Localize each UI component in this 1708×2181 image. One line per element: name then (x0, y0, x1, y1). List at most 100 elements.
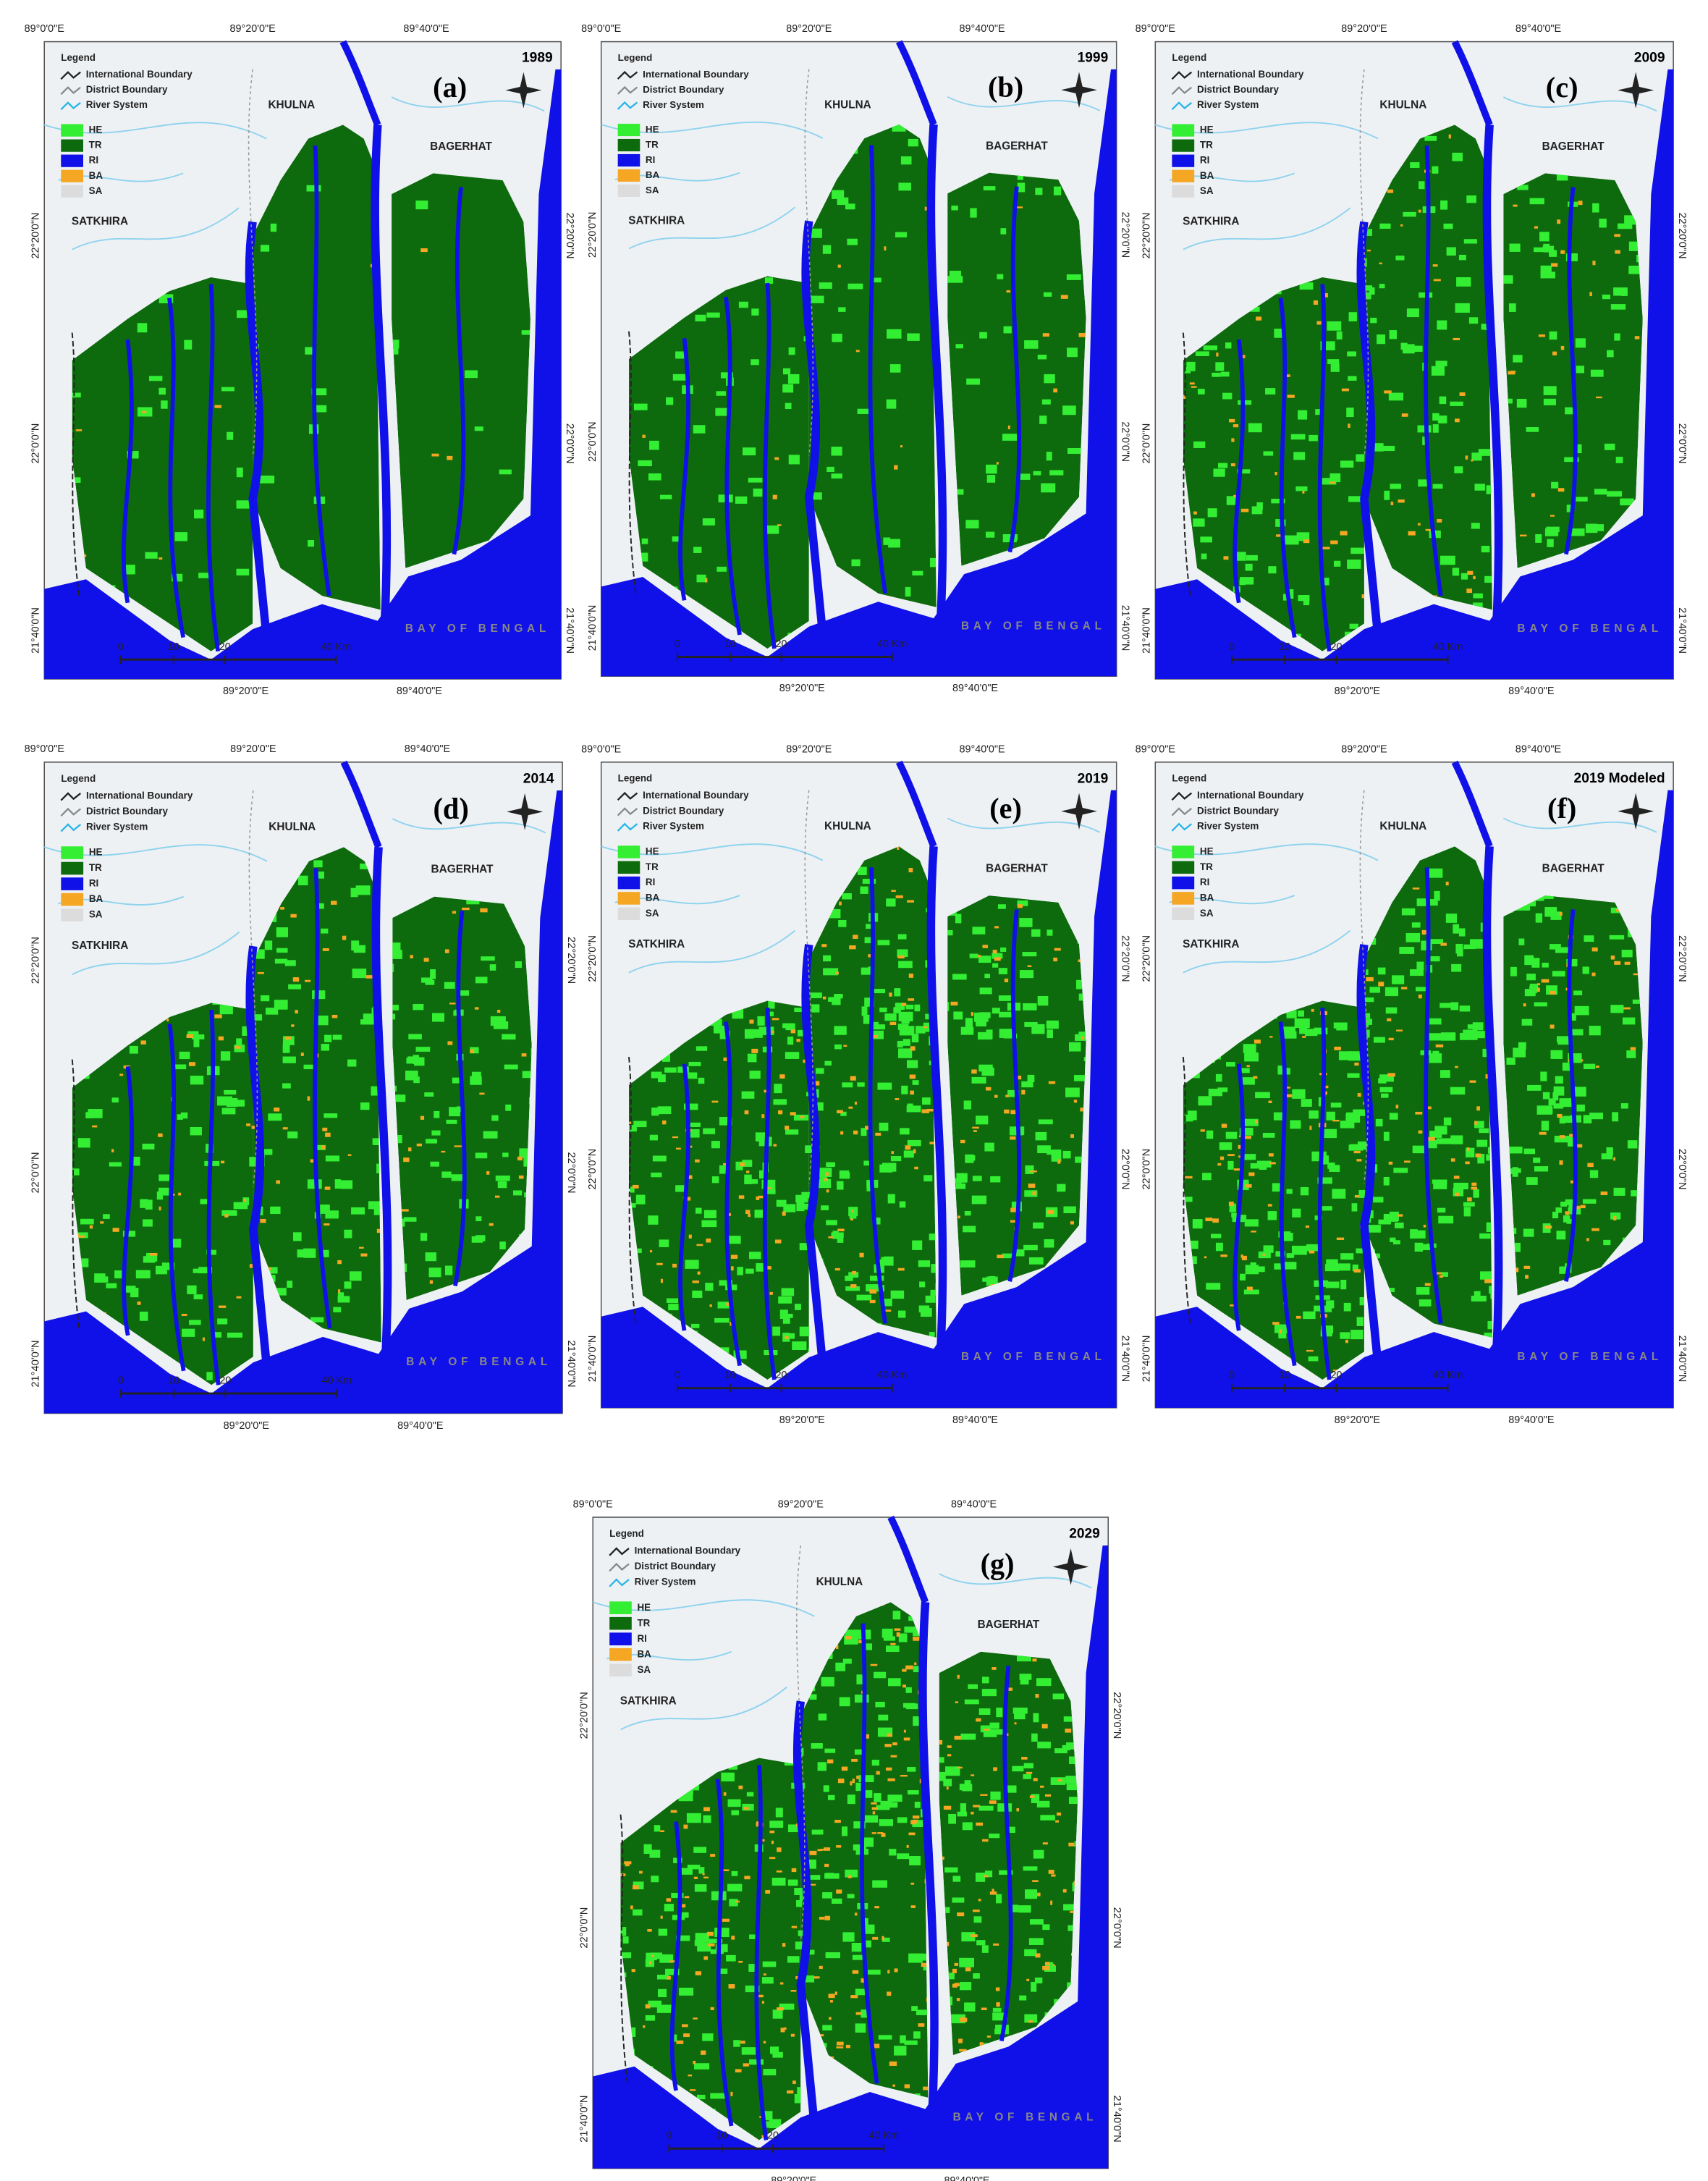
place-name: KHULNA (1379, 820, 1426, 832)
legend-line-icon (617, 85, 638, 95)
bare-patch (1240, 508, 1249, 512)
bare-patch (1015, 206, 1023, 208)
bare-patch (771, 1031, 774, 1034)
herb-patch (1429, 1018, 1442, 1025)
herb-patch (957, 1811, 968, 1817)
herb-patch (908, 1616, 916, 1621)
herb-patch (1183, 1197, 1193, 1202)
herb-patch (1361, 997, 1374, 1003)
legend-class-label: SA (89, 185, 103, 196)
scale-label: 20 (776, 1370, 787, 1381)
bare-patch (322, 1127, 328, 1131)
herb-patch (1413, 345, 1423, 352)
herb-patch (220, 1051, 231, 1061)
legend-line-label: District Boundary (1197, 84, 1279, 95)
herb-patch (1566, 505, 1573, 512)
district-boundary (804, 69, 814, 456)
herb-patch (981, 1945, 989, 1953)
bare-patch (290, 914, 297, 918)
herb-patch (193, 1268, 208, 1273)
herb-patch (832, 1231, 839, 1239)
herb-patch (694, 1884, 707, 1892)
herb-patch (992, 1008, 1000, 1014)
bare-patch (996, 2002, 1000, 2007)
herb-patch (1052, 1693, 1065, 1700)
legend-line-icon (609, 1578, 630, 1587)
legend-line-label: International Boundary (643, 69, 749, 80)
herb-patch (649, 1849, 661, 1858)
herb-patch (1589, 1170, 1599, 1178)
herb-patch (334, 1179, 342, 1189)
herb-patch (884, 1256, 894, 1266)
legend-swatch (1172, 907, 1195, 921)
bare-patch (1440, 942, 1447, 946)
herb-patch (711, 1141, 720, 1149)
legend-class-label: BA (637, 1648, 651, 1659)
herb-patch (1509, 243, 1521, 252)
scale-label: 0 (118, 1375, 124, 1386)
herb-patch (842, 1082, 853, 1088)
herb-patch (750, 1029, 763, 1038)
herb-patch (696, 2094, 706, 2100)
legend-title: Legend (1172, 773, 1206, 784)
herb-patch (679, 1868, 693, 1875)
herb-patch (236, 500, 252, 509)
herb-patch (1014, 1249, 1025, 1257)
bare-patch (1068, 1842, 1075, 1847)
herb-patch (483, 1131, 498, 1139)
herb-patch (1435, 360, 1447, 366)
bare-patch (1560, 250, 1565, 254)
bare-patch (667, 1976, 671, 1980)
bare-patch (1390, 502, 1394, 505)
bare-patch (979, 2042, 984, 2046)
herb-patch (232, 1100, 245, 1107)
legend-class-label: BA (1200, 893, 1214, 903)
legend-class-label: RI (1200, 155, 1209, 166)
herb-patch (441, 1171, 452, 1178)
legend-line-label: International Boundary (1197, 790, 1304, 801)
herb-patch (1186, 361, 1196, 371)
herb-patch (1541, 1121, 1550, 1131)
bare-patch (994, 957, 1001, 961)
bare-patch (1576, 1144, 1583, 1148)
bare-patch (1586, 1238, 1589, 1241)
herb-patch (1219, 1142, 1233, 1150)
herb-patch (976, 1940, 986, 1946)
herb-patch (890, 1290, 905, 1299)
bare-patch (769, 1830, 775, 1834)
herb-patch (316, 872, 324, 879)
herb-patch (1521, 1018, 1533, 1026)
herb-patch (969, 953, 978, 958)
bare-patch (836, 1645, 839, 1650)
bare-patch (416, 1143, 422, 1147)
herb-patch (726, 1954, 736, 1962)
herb-patch (1403, 211, 1416, 217)
herb-patch (785, 402, 792, 410)
herb-patch (363, 1013, 378, 1021)
herb-patch (1033, 1713, 1039, 1723)
herb-patch (1601, 1153, 1613, 1160)
herb-patch (839, 1697, 850, 1707)
scale-label: 20 (219, 641, 231, 653)
bare-patch (1240, 1254, 1243, 1258)
herb-patch (880, 1800, 892, 1807)
herb-patch (902, 1039, 910, 1046)
herb-patch (788, 455, 800, 465)
bare-patch (722, 1869, 730, 1872)
bare-patch (954, 1962, 958, 1966)
international-boundary (628, 1056, 637, 1324)
bare-patch (1357, 1093, 1361, 1097)
herb-patch (1029, 1919, 1044, 1925)
river-channel (1564, 909, 1578, 1282)
bare-patch (1032, 1191, 1036, 1196)
legend-title: Legend (61, 52, 96, 63)
bare-patch (1592, 261, 1596, 266)
bare-patch (746, 1170, 750, 1173)
herb-patch (1068, 1925, 1078, 1931)
herb-patch (837, 197, 849, 206)
herb-patch (1481, 546, 1490, 553)
herb-patch (981, 1676, 989, 1684)
herb-patch (900, 2035, 906, 2043)
herb-patch (914, 1004, 921, 1012)
